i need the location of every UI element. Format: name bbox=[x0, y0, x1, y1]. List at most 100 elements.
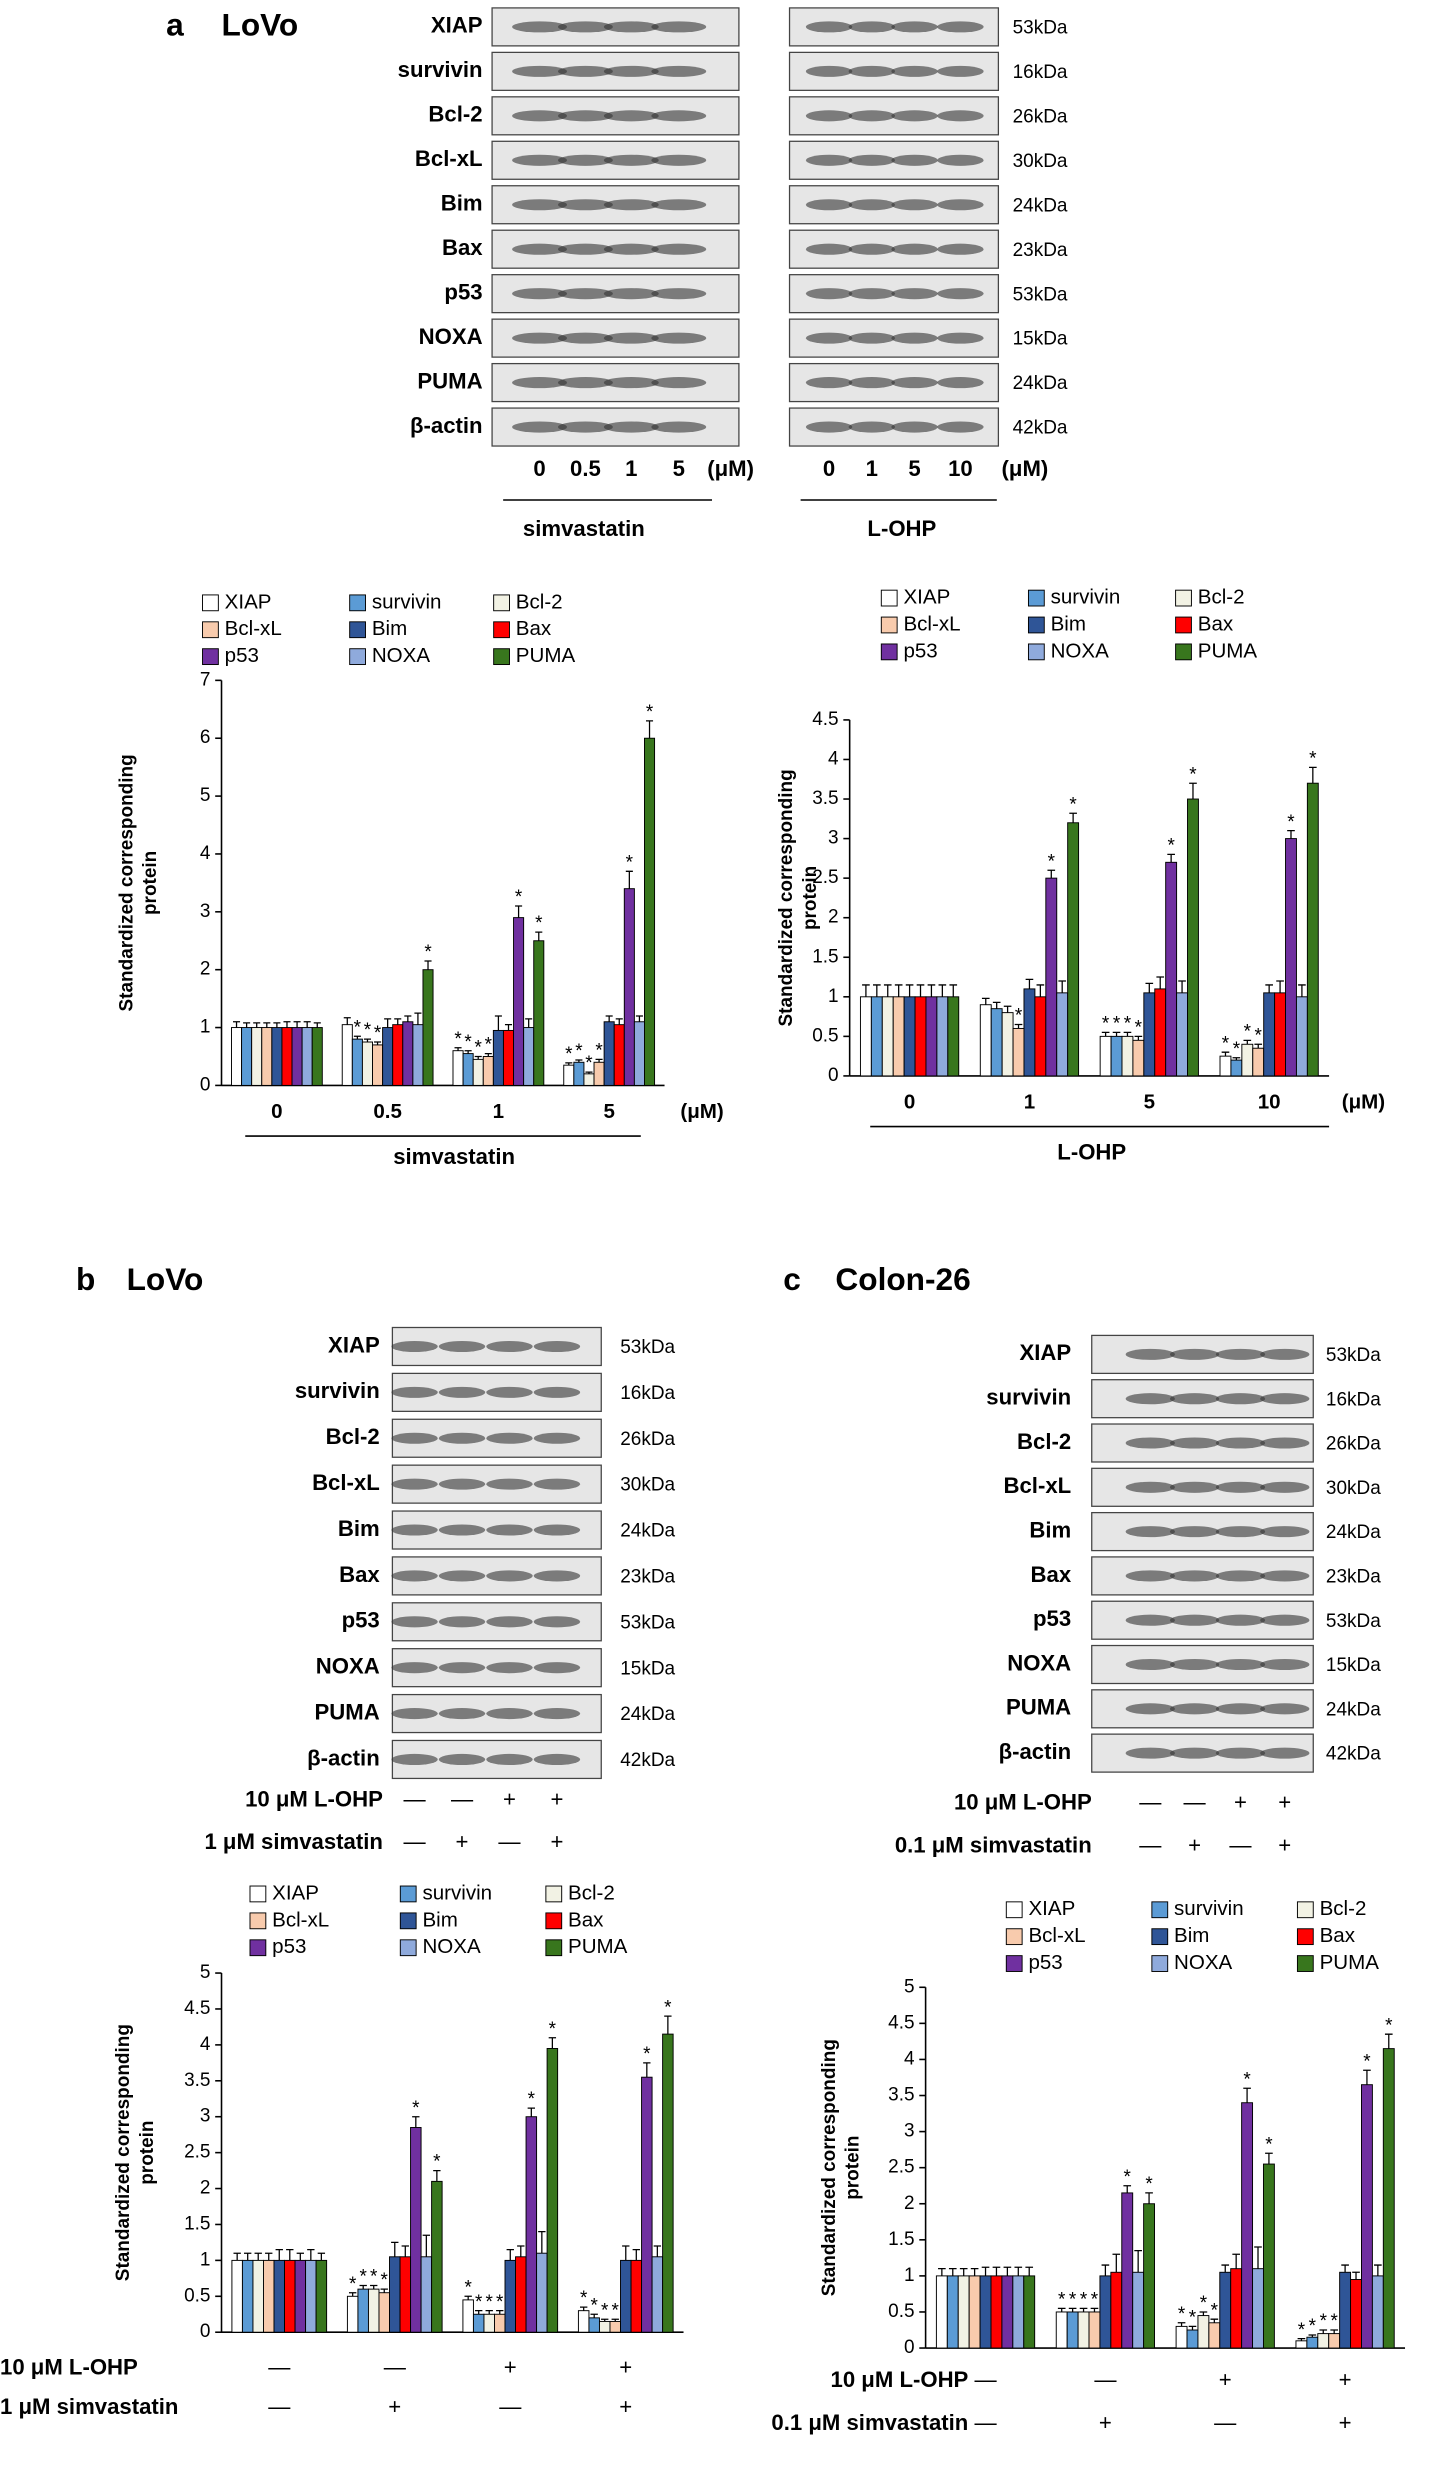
blot-band bbox=[391, 1386, 438, 1398]
bar bbox=[598, 2320, 611, 2333]
legend-swatch bbox=[399, 1885, 417, 1903]
significance-mark: * bbox=[565, 1044, 573, 1065]
error-bar bbox=[484, 1052, 492, 1057]
bar bbox=[231, 1027, 243, 1086]
y-axis-title-line: Standardized corresponding bbox=[113, 2024, 134, 2281]
error-bar bbox=[404, 1015, 412, 1022]
blot-band bbox=[937, 377, 984, 389]
error-bar bbox=[1014, 1023, 1023, 1029]
legend-label: NOXA bbox=[372, 644, 431, 667]
error-bar bbox=[374, 1041, 382, 1045]
bar bbox=[1067, 822, 1080, 1077]
legend-swatch bbox=[249, 1912, 267, 1930]
x-tick-label: 1 bbox=[1024, 1090, 1035, 1113]
error-bar bbox=[359, 2284, 367, 2290]
blot-band bbox=[1169, 1747, 1220, 1759]
bar bbox=[263, 2259, 275, 2333]
significance-mark: * bbox=[349, 2274, 357, 2295]
protein-label: Bax bbox=[339, 1562, 380, 1587]
bar bbox=[281, 1027, 293, 1086]
bar bbox=[241, 2259, 254, 2333]
blot-band bbox=[805, 243, 853, 255]
treatment-label: 10 μM L-OHP bbox=[245, 1786, 383, 1811]
legend-swatch bbox=[880, 643, 898, 661]
bar bbox=[1034, 996, 1047, 1077]
blot-band bbox=[558, 421, 613, 433]
blot-band bbox=[805, 199, 853, 211]
error-bar bbox=[565, 1062, 573, 1066]
legend-label: Bcl-2 bbox=[1198, 586, 1245, 609]
x-row-label: 1 μM simvastatin bbox=[0, 2394, 178, 2419]
bar bbox=[412, 1024, 424, 1086]
bar bbox=[859, 996, 872, 1077]
legend-label: Bcl-xL bbox=[1028, 1924, 1085, 1947]
blot-band bbox=[512, 288, 567, 300]
blot-band bbox=[1169, 1614, 1220, 1626]
legend-swatch bbox=[349, 648, 366, 666]
y-tick-label: 2 bbox=[904, 2193, 915, 2214]
dose-label: 1 bbox=[625, 456, 637, 481]
bar bbox=[1186, 2329, 1199, 2349]
y-tick-label: 2.5 bbox=[888, 2157, 914, 2178]
blot-band bbox=[1125, 1658, 1175, 1671]
blot-band bbox=[891, 199, 938, 211]
blot-band bbox=[1169, 1703, 1220, 1715]
error-bar bbox=[643, 2062, 651, 2078]
error-bar bbox=[1308, 2334, 1317, 2338]
y-tick-label: 3.5 bbox=[812, 788, 838, 809]
dose-label: 10 bbox=[948, 456, 973, 481]
kda-label: 16kDa bbox=[1013, 62, 1068, 83]
significance-mark: * bbox=[580, 2288, 588, 2309]
error-bar bbox=[1298, 984, 1306, 997]
bar bbox=[1208, 2322, 1221, 2349]
bar bbox=[1219, 1055, 1232, 1077]
bar bbox=[1001, 2275, 1014, 2349]
error-bar bbox=[1243, 1039, 1252, 1045]
bar bbox=[523, 1027, 535, 1086]
significance-mark: * bbox=[1058, 2289, 1066, 2310]
blot-band bbox=[391, 1340, 438, 1353]
blot-band bbox=[486, 1340, 533, 1353]
bar bbox=[609, 2320, 621, 2333]
protein-label: PUMA bbox=[417, 368, 482, 393]
blot-band bbox=[1215, 1570, 1266, 1582]
protein-label: survivin bbox=[398, 57, 483, 82]
blot-band bbox=[1260, 1703, 1310, 1715]
legend-label: Bcl-2 bbox=[568, 1881, 615, 1904]
protein-label: PUMA bbox=[1006, 1695, 1071, 1720]
kda-label: 53kDa bbox=[1013, 17, 1068, 38]
bar bbox=[641, 2076, 653, 2333]
error-bar bbox=[1047, 869, 1056, 879]
kda-label: 42kDa bbox=[1326, 1744, 1381, 1765]
legend-swatch bbox=[1175, 589, 1192, 607]
error-bar bbox=[1221, 1051, 1230, 1057]
significance-mark: * bbox=[1287, 812, 1295, 833]
bar bbox=[515, 2256, 527, 2333]
blot-band bbox=[805, 377, 853, 389]
protein-label: Bcl-2 bbox=[326, 1424, 380, 1449]
y-axis-title: Standardized corresponding protein bbox=[116, 754, 161, 1011]
bar bbox=[1306, 782, 1319, 1077]
blot-band bbox=[651, 243, 707, 255]
error-bar bbox=[370, 2284, 378, 2290]
treatment-sign: — bbox=[403, 1786, 426, 1811]
error-bar bbox=[527, 2107, 536, 2117]
error-bar bbox=[1309, 766, 1317, 784]
error-bar bbox=[970, 2268, 979, 2276]
bar bbox=[1230, 1059, 1243, 1077]
bar bbox=[914, 996, 927, 1077]
error-bar bbox=[862, 984, 870, 997]
blot-band bbox=[512, 377, 567, 389]
legend-swatch bbox=[880, 589, 898, 607]
significance-mark: * bbox=[1363, 2051, 1371, 2072]
error-bar bbox=[244, 2252, 252, 2261]
bar bbox=[372, 1044, 384, 1086]
significance-mark: * bbox=[1015, 1006, 1023, 1027]
error-bar bbox=[1297, 2338, 1306, 2341]
bar bbox=[1197, 2315, 1210, 2349]
legend-swatch bbox=[1151, 1955, 1169, 1972]
bar bbox=[1252, 1047, 1265, 1077]
blot-band bbox=[1125, 1570, 1175, 1582]
bar bbox=[979, 2275, 992, 2349]
error-bar bbox=[515, 905, 523, 918]
